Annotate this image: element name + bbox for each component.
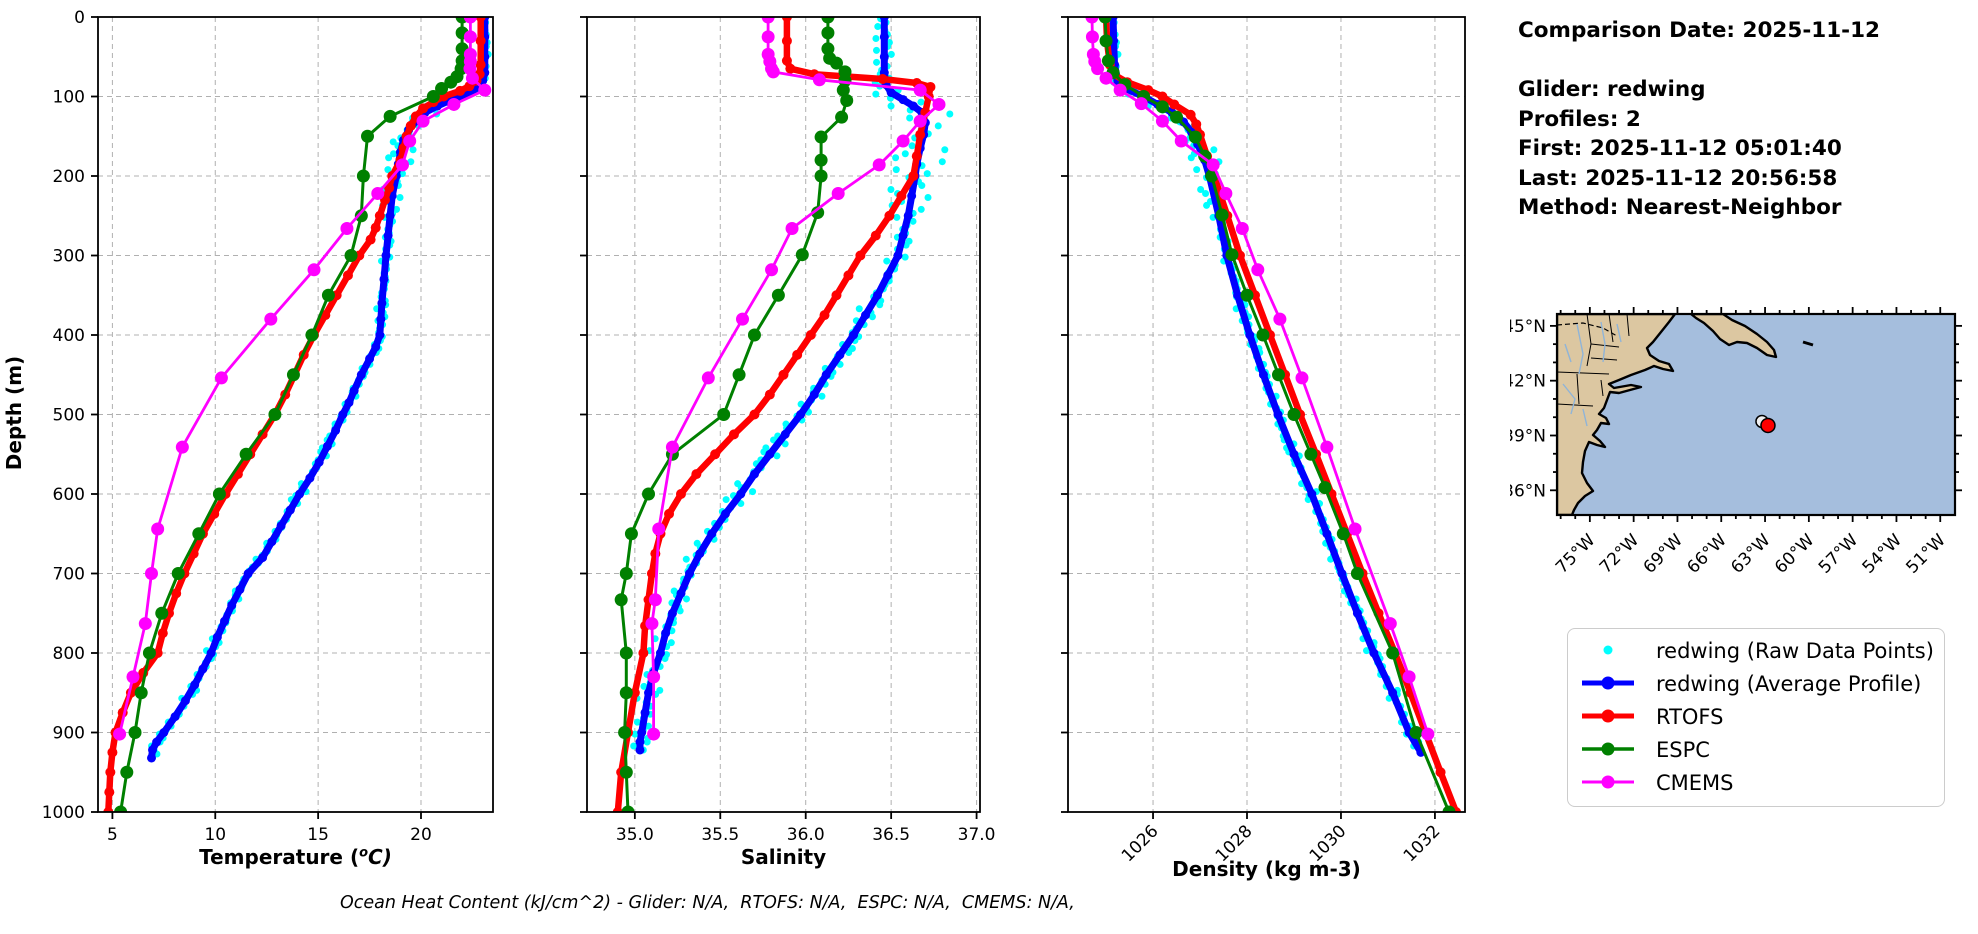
ticks-salinity bbox=[580, 16, 978, 819]
legend-line-icon bbox=[1578, 769, 1638, 799]
info-line: Profiles: 2 bbox=[1518, 106, 1641, 132]
svg-text:36°N: 36°N bbox=[1510, 481, 1546, 501]
info-line: Comparison Date: 2025-11-12 bbox=[1518, 18, 1881, 43]
grid-temperature bbox=[98, 17, 493, 812]
svg-text:45°N: 45°N bbox=[1510, 317, 1546, 337]
svg-text:0: 0 bbox=[74, 8, 85, 28]
series-temperature bbox=[103, 17, 492, 812]
legend-item: RTOFS bbox=[1578, 701, 1934, 734]
series-espc bbox=[114, 17, 469, 812]
x-axis-label-salinity: Salinity bbox=[740, 845, 827, 869]
svg-text:42°N: 42°N bbox=[1510, 372, 1546, 392]
svg-text:72°W: 72°W bbox=[1596, 530, 1643, 577]
series-espc bbox=[1098, 17, 1456, 812]
svg-text:39°N: 39°N bbox=[1510, 426, 1546, 446]
legend-item: ESPC bbox=[1578, 734, 1934, 767]
svg-text:75°W: 75°W bbox=[1552, 530, 1599, 577]
series-avg bbox=[635, 17, 930, 755]
legend-dot-icon bbox=[1578, 637, 1638, 667]
series-espc bbox=[614, 17, 854, 812]
svg-text:20: 20 bbox=[410, 825, 432, 845]
legend-item: CMEMS bbox=[1578, 767, 1934, 800]
info-line: First: 2025-11-12 05:01:40 bbox=[1518, 136, 1842, 161]
legend-label: RTOFS bbox=[1656, 705, 1724, 729]
legend-label: ESPC bbox=[1656, 738, 1710, 762]
map-land bbox=[1557, 314, 1814, 515]
svg-text:15: 15 bbox=[307, 825, 329, 845]
svg-text:37.0: 37.0 bbox=[958, 825, 996, 845]
svg-text:63°W: 63°W bbox=[1727, 530, 1774, 577]
series-avg bbox=[1108, 17, 1426, 757]
svg-text:69°W: 69°W bbox=[1640, 530, 1687, 577]
legend-line-icon bbox=[1578, 736, 1638, 766]
svg-text:700: 700 bbox=[53, 565, 85, 585]
svg-text:10: 10 bbox=[204, 825, 226, 845]
series-cmems bbox=[645, 17, 946, 741]
svg-text:200: 200 bbox=[53, 167, 85, 187]
x-axis-label-temperature: Temperature (oC) bbox=[199, 845, 392, 869]
svg-text:35.0: 35.0 bbox=[616, 825, 654, 845]
svg-text:57°W: 57°W bbox=[1815, 530, 1862, 577]
x-axis-label-density: Density (kg m-3) bbox=[1172, 857, 1361, 881]
location-map: 45°N 42°N 39°N 36°N 75°W72°W69°W66°W63°W60°W… bbox=[1510, 307, 1962, 578]
tick-labels-salinity: 35.0 35.5 36.0 36.5 37.0 bbox=[616, 825, 996, 845]
series-cmems bbox=[1085, 17, 1435, 741]
series-rtofs bbox=[103, 17, 486, 812]
legend-item: redwing (Raw Data Points) bbox=[1578, 635, 1934, 668]
svg-text:36.0: 36.0 bbox=[787, 825, 825, 845]
info-line: Glider: redwing bbox=[1518, 77, 1706, 102]
series-cmems bbox=[113, 17, 492, 741]
svg-text:36.5: 36.5 bbox=[872, 825, 910, 845]
series-density bbox=[1085, 17, 1462, 812]
info-line bbox=[1518, 46, 1880, 76]
svg-text:600: 600 bbox=[53, 485, 85, 505]
svg-text:35.5: 35.5 bbox=[701, 825, 739, 845]
svg-text:51°W: 51°W bbox=[1902, 530, 1949, 577]
svg-text:300: 300 bbox=[53, 247, 85, 267]
legend-label: redwing (Raw Data Points) bbox=[1656, 639, 1934, 663]
comparison-info-block: Comparison Date: 2025-11-12 Glider: redw… bbox=[1518, 16, 1880, 223]
svg-text:54°W: 54°W bbox=[1859, 530, 1906, 577]
series-raw-points bbox=[630, 17, 954, 754]
y-axis-label-depth: Depth (m) bbox=[2, 355, 26, 471]
series-raw-points bbox=[148, 17, 492, 762]
legend-line-icon bbox=[1578, 670, 1638, 700]
legend-line-icon bbox=[1578, 703, 1638, 733]
svg-text:900: 900 bbox=[53, 724, 85, 744]
grid-density bbox=[1068, 17, 1465, 812]
svg-text:800: 800 bbox=[53, 644, 85, 664]
ocean-heat-content-footer: Ocean Heat Content (kJ/cm^2) - Glider: N… bbox=[340, 893, 1075, 913]
svg-text:1000: 1000 bbox=[42, 803, 85, 823]
info-line: Method: Nearest-Neighbor bbox=[1518, 195, 1842, 220]
svg-text:100: 100 bbox=[53, 88, 85, 108]
svg-text:400: 400 bbox=[53, 326, 85, 346]
ticks-density bbox=[1061, 16, 1436, 819]
legend: redwing (Raw Data Points) redwing (Averag… bbox=[1567, 628, 1945, 807]
glider-position-marker bbox=[1755, 414, 1776, 434]
legend-item: redwing (Average Profile) bbox=[1578, 668, 1934, 701]
legend-label: redwing (Average Profile) bbox=[1656, 672, 1922, 696]
info-line: Last: 2025-11-12 20:56:58 bbox=[1518, 165, 1838, 191]
svg-text:66°W: 66°W bbox=[1683, 530, 1730, 577]
legend-label: CMEMS bbox=[1656, 771, 1734, 795]
ticks-temperature bbox=[91, 16, 422, 819]
map-ticks bbox=[1550, 307, 1962, 522]
svg-text:60°W: 60°W bbox=[1771, 530, 1818, 577]
svg-text:5: 5 bbox=[107, 825, 118, 845]
svg-text:500: 500 bbox=[53, 406, 85, 426]
series-salinity bbox=[612, 17, 954, 812]
